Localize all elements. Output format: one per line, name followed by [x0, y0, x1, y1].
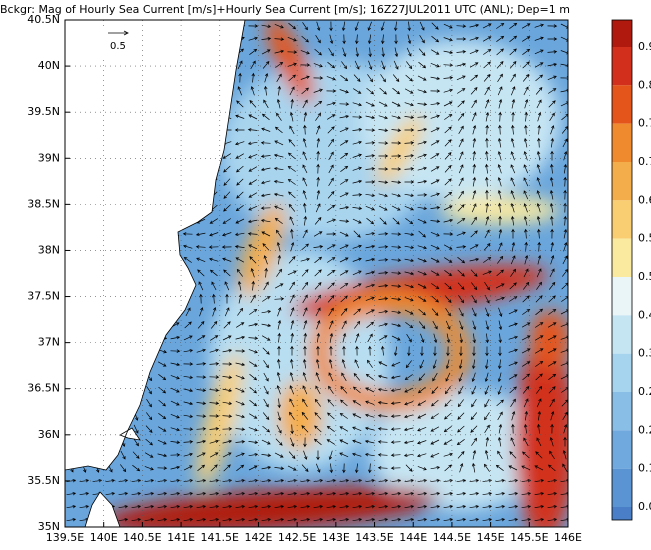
colorbar-label: 0.07 — [638, 500, 651, 513]
y-tick-label: 36N — [38, 428, 60, 441]
x-tick-label: 142.5E — [278, 531, 316, 544]
x-tick-label: 144.5E — [433, 531, 471, 544]
x-tick-label: 146E — [554, 531, 582, 544]
key-box — [70, 26, 106, 60]
colorbar-label: 0.21 — [638, 423, 651, 436]
x-tick-label: 142E — [244, 531, 272, 544]
x-tick-label: 145.5E — [510, 531, 548, 544]
colorbar-bin — [612, 353, 632, 392]
y-tick-label: 36.5N — [27, 382, 60, 395]
colorbar-bin — [612, 315, 632, 354]
colorbar-bin — [612, 200, 632, 239]
colorbar-frame — [611, 19, 633, 521]
colorbar-label: 0.36 — [638, 347, 651, 360]
x-tick-label: 141.5E — [201, 531, 239, 544]
colorbar-bin — [612, 47, 632, 86]
reference-arrow-head — [123, 30, 129, 36]
colorbar-bin — [612, 162, 632, 201]
plot-area — [65, 20, 568, 527]
x-tick-label: 143E — [322, 531, 350, 544]
y-tick-label: 40.5N — [27, 13, 60, 26]
colorbar-bin — [612, 20, 632, 47]
y-tick-label: 38.5N — [27, 197, 60, 210]
speed-field — [100, 20, 568, 527]
colorbar-label: 0.79 — [638, 117, 651, 130]
colorbar-bin — [612, 85, 632, 124]
colorbar-label: 0.43 — [638, 308, 651, 321]
colorbar-bin — [612, 392, 632, 431]
x-tick-label: 140E — [90, 531, 118, 544]
title: Bckgr: Mag of Hourly Sea Current [m/s]+H… — [0, 3, 570, 16]
x-tick-label: 139.5E — [46, 531, 84, 544]
plot-frame — [64, 19, 569, 528]
colorbar-label: 0.86 — [638, 78, 651, 91]
colorbar-label: 0.57 — [638, 232, 651, 245]
x-tick-label: 143.5E — [355, 531, 393, 544]
colorbar-label: 0.50 — [638, 270, 651, 283]
colorbar-label: 0.64 — [638, 193, 651, 206]
x-tick-label: 140.5E — [123, 531, 161, 544]
y-tick-label: 39.5N — [27, 105, 60, 118]
colorbar-label: 0.93 — [638, 40, 651, 53]
y-tick-label: 37N — [38, 336, 60, 349]
colorbar-bin — [612, 238, 632, 277]
colorbar-bin — [612, 507, 632, 520]
colorbar-bin — [612, 123, 632, 162]
reference-label: 0.5 — [110, 41, 126, 52]
y-tick-label: 38N — [38, 243, 60, 256]
y-tick-label: 39N — [38, 151, 60, 164]
x-tick-label: 141E — [167, 531, 195, 544]
colorbar-bin — [612, 277, 632, 316]
colorbar-bin — [612, 468, 632, 507]
y-tick-label: 40N — [38, 59, 60, 72]
colorbar-bin — [612, 430, 632, 469]
x-tick-label: 145E — [477, 531, 505, 544]
x-tick-label: 144E — [399, 531, 427, 544]
colorbar-label: 0.29 — [638, 385, 651, 398]
y-tick-label: 37.5N — [27, 290, 60, 303]
y-tick-label: 35N — [38, 520, 60, 533]
colorbar-label: 0.14 — [638, 462, 651, 475]
y-tick-label: 35.5N — [27, 474, 60, 487]
colorbar-label: 0.71 — [638, 155, 651, 168]
